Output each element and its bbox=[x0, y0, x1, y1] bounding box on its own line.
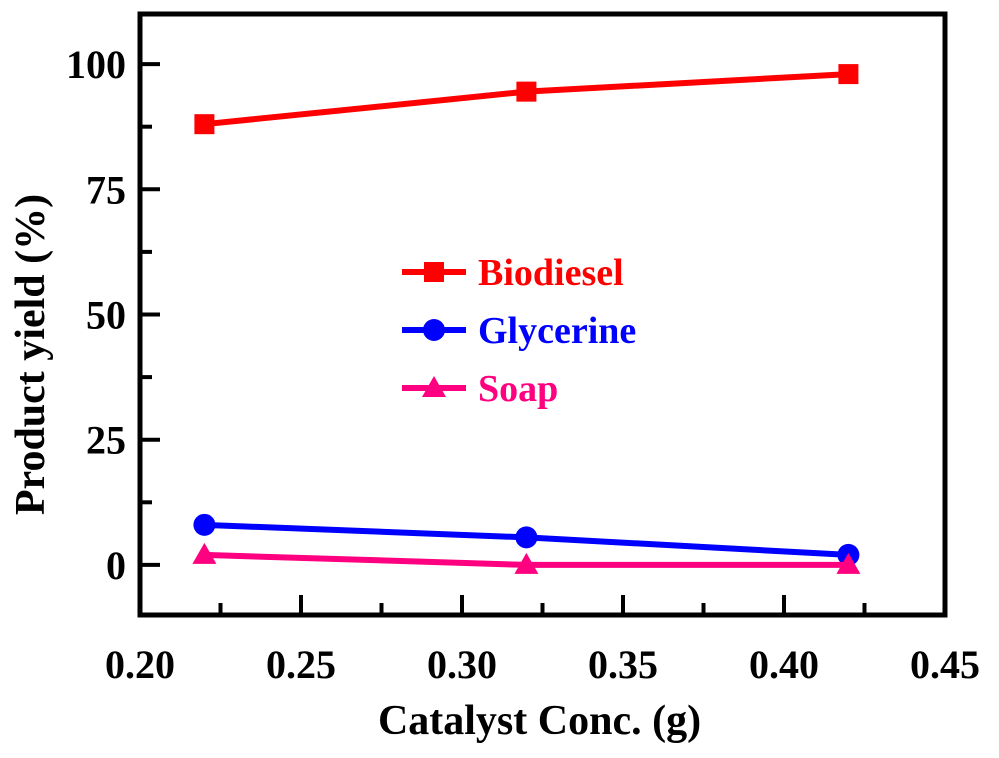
y-tick-label: 0 bbox=[106, 543, 126, 588]
x-tick-label: 0.20 bbox=[105, 642, 175, 687]
x-axis-title: Catalyst Conc. (g) bbox=[378, 698, 701, 744]
series-biodiesel bbox=[194, 64, 859, 135]
legend-item-biodiesel: Biodiesel bbox=[402, 252, 624, 294]
data-point bbox=[836, 552, 861, 574]
legend-label: Glycerine bbox=[478, 310, 636, 352]
legend-marker bbox=[424, 262, 444, 282]
data-point bbox=[516, 81, 537, 102]
y-tick-label: 25 bbox=[86, 418, 126, 463]
legend-label: Soap bbox=[478, 368, 558, 410]
data-point bbox=[515, 526, 538, 549]
x-tick-label: 0.40 bbox=[749, 642, 819, 687]
series-glycerine bbox=[193, 513, 860, 566]
y-tick-label: 75 bbox=[86, 167, 126, 212]
x-tick-label: 0.35 bbox=[588, 642, 658, 687]
legend-marker bbox=[423, 319, 445, 341]
legend-label: Biodiesel bbox=[478, 252, 624, 294]
data-point bbox=[192, 542, 217, 564]
y-axis-title: Product yield (%) bbox=[8, 194, 54, 515]
plot-axes: 0.20 0.25 0.30 0.35 0.40 0.45 0 25 50 75 100 bbox=[66, 11, 980, 687]
legend-marker bbox=[422, 376, 446, 397]
data-point bbox=[838, 64, 859, 85]
x-tick-label: 0.25 bbox=[266, 642, 336, 687]
series-layer bbox=[192, 64, 861, 574]
legend-item-soap: Soap bbox=[402, 368, 558, 410]
legend-item-glycerine: Glycerine bbox=[402, 310, 636, 352]
series-soap bbox=[192, 542, 861, 574]
data-point bbox=[194, 114, 215, 135]
x-tick-label: 0.30 bbox=[427, 642, 497, 687]
chart-legend: Biodiesel Glycerine Soap bbox=[402, 252, 636, 410]
x-tick-label: 0.45 bbox=[910, 642, 980, 687]
data-point bbox=[514, 552, 539, 574]
y-tick-label: 50 bbox=[86, 293, 126, 338]
data-point bbox=[193, 513, 216, 536]
y-tick-label: 100 bbox=[66, 42, 126, 87]
